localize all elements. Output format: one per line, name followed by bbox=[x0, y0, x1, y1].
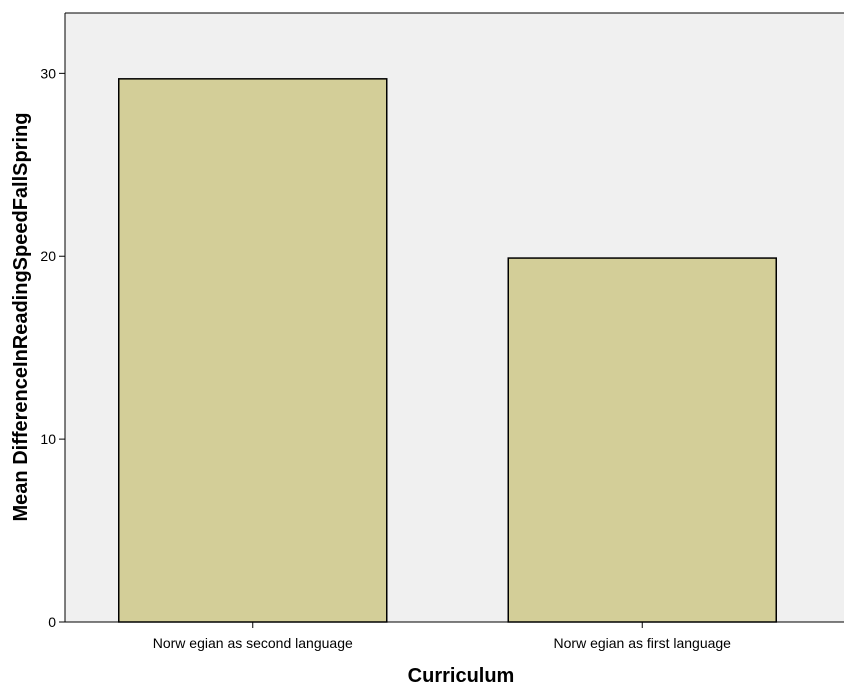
y-tick-label: 30 bbox=[40, 65, 56, 81]
bars-group bbox=[118, 78, 777, 623]
y-axis-title: Mean DifferenceInReadingSpeedFallSpring bbox=[10, 113, 32, 522]
bar-2 bbox=[507, 257, 777, 623]
x-tick-label: Norw egian as second language bbox=[153, 635, 353, 651]
y-tick-label: 20 bbox=[40, 248, 56, 264]
y-tick-label: 0 bbox=[48, 614, 56, 630]
x-ticks-group: Norw egian as second language Norw egian … bbox=[153, 622, 731, 651]
bar-1 bbox=[118, 78, 388, 623]
x-axis-title: Curriculum bbox=[408, 665, 515, 686]
y-ticks-group: 0 10 20 30 bbox=[40, 65, 65, 630]
x-tick-label: Norw egian as first language bbox=[554, 635, 732, 651]
y-tick-label: 10 bbox=[40, 431, 56, 447]
